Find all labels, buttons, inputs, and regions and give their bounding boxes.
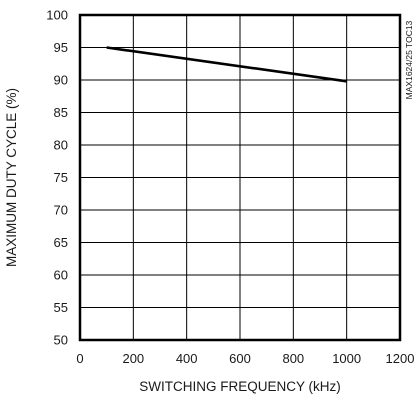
x-tick-label: 400 — [176, 351, 198, 366]
y-tick-label: 55 — [54, 300, 68, 315]
x-axis-title: SWITCHING FREQUENCY (kHz) — [139, 379, 341, 394]
x-tick-label: 200 — [122, 351, 144, 366]
grid — [80, 15, 400, 340]
y-tick-label: 95 — [54, 40, 68, 55]
y-tick-label: 80 — [54, 138, 68, 153]
y-axis-title: MAXIMUM DUTY CYCLE (%) — [4, 88, 19, 267]
series-layer — [106, 46, 347, 83]
y-tick-label: 60 — [54, 268, 68, 283]
y-tick-label: 65 — [54, 235, 68, 250]
x-tick-label: 800 — [282, 351, 304, 366]
y-tick-label: 100 — [46, 8, 68, 23]
plot-frame — [78, 13, 402, 342]
x-tick-label: 0 — [76, 351, 83, 366]
y-tick-label: 50 — [54, 333, 68, 348]
y-tick-label: 70 — [54, 203, 68, 218]
y-tick-labels: 50 55 60 65 70 75 80 85 90 95 100 — [46, 8, 68, 348]
x-tick-label: 1200 — [386, 351, 415, 366]
figure-code: MAX1624/25 TOC13 — [404, 20, 414, 99]
y-tick-label: 90 — [54, 73, 68, 88]
y-tick-label: 85 — [54, 105, 68, 120]
y-tick-label: 75 — [54, 170, 68, 185]
series-line — [106, 46, 347, 83]
x-tick-label: 1000 — [332, 351, 361, 366]
x-tick-labels: 0 200 400 600 800 1000 1200 — [76, 351, 414, 366]
x-tick-label: 600 — [229, 351, 251, 366]
